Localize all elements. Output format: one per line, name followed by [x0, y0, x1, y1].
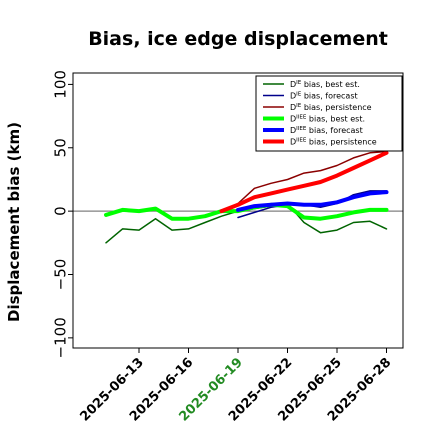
y-tick-label: −100: [52, 317, 70, 358]
series-layer: [104, 150, 389, 244]
y-axis-label: Displacement bias (km): [5, 122, 23, 322]
legend-entry: DIIEE bias, best est.: [290, 115, 365, 124]
y-tick-label: 100: [52, 70, 70, 99]
chart-title: Bias, ice edge displacement: [88, 28, 388, 50]
legend-box: [255, 75, 403, 152]
legend-entry: DIE bias, forecast: [290, 92, 358, 101]
legend-entry: DIIEE bias, persistence: [290, 138, 377, 147]
legend-entry: DIE bias, persistence: [290, 103, 372, 112]
y-tick-label: 50: [52, 138, 70, 157]
series-line-6: [219, 150, 389, 214]
series-line-3: [220, 150, 388, 214]
legend: DIE bias, best est. DIE bias, forecast DIE…: [255, 75, 403, 152]
y-tick-label: −50: [52, 259, 70, 291]
legend-entry: DIE bias, best est.: [290, 80, 360, 89]
series-line-5: [236, 190, 389, 212]
legend-entry: DIIEE bias, forecast: [290, 126, 363, 135]
y-tick-label: 0: [52, 206, 70, 216]
